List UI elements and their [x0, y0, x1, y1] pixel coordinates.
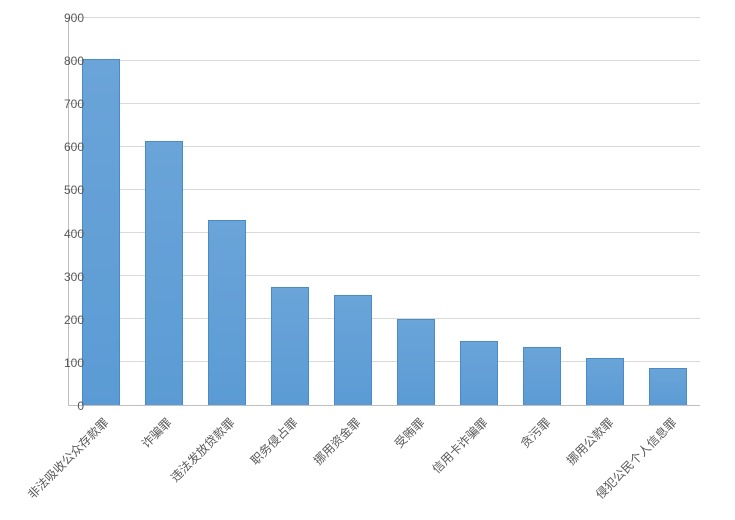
xlabel: 挪用资金罪	[333, 406, 371, 506]
xlabel: 受贿罪	[397, 406, 435, 506]
bar-chart: 0 100 200 300 400 500 600 700 800 900 非法…	[20, 10, 720, 510]
ytick-label: 500	[44, 183, 84, 197]
category-label: 非法吸收公众存款罪	[23, 414, 111, 502]
category-label: 信用卡诈骗罪	[428, 414, 491, 477]
xlabel: 侵犯公民个人信息罪	[649, 406, 687, 506]
bar	[523, 347, 561, 405]
ytick-label: 600	[44, 140, 84, 154]
bar	[460, 341, 498, 406]
ytick-label: 200	[44, 313, 84, 327]
xlabel: 诈骗罪	[144, 406, 182, 506]
bar	[271, 287, 309, 405]
bar	[208, 220, 246, 405]
bar	[334, 295, 372, 405]
category-label: 职务侵占罪	[247, 414, 301, 468]
category-label: 贪污罪	[516, 414, 553, 451]
xlabel: 贪污罪	[523, 406, 561, 506]
xlabels-group: 非法吸收公众存款罪 诈骗罪 违法发放贷款罪 职务侵占罪 挪用资金罪 受贿罪 信用…	[68, 406, 700, 506]
category-label: 挪用公款罪	[563, 414, 617, 468]
ytick-label: 300	[44, 270, 84, 284]
xlabel: 违法发放贷款罪	[207, 406, 245, 506]
bar	[586, 358, 624, 405]
category-label: 挪用资金罪	[310, 414, 364, 468]
bar	[145, 141, 183, 405]
xlabel: 非法吸收公众存款罪	[81, 406, 119, 506]
bars-group	[69, 18, 700, 405]
ytick-label: 400	[44, 227, 84, 241]
ytick-label: 800	[44, 54, 84, 68]
plot-area	[68, 18, 700, 406]
bar	[649, 368, 687, 405]
xlabel: 职务侵占罪	[270, 406, 308, 506]
category-label: 受贿罪	[390, 414, 427, 451]
ytick-label: 900	[44, 11, 84, 25]
xlabel: 信用卡诈骗罪	[460, 406, 498, 506]
bar	[82, 59, 120, 405]
category-label: 诈骗罪	[137, 414, 174, 451]
ytick-label: 100	[44, 356, 84, 370]
ytick-label: 700	[44, 97, 84, 111]
bar	[397, 319, 435, 405]
